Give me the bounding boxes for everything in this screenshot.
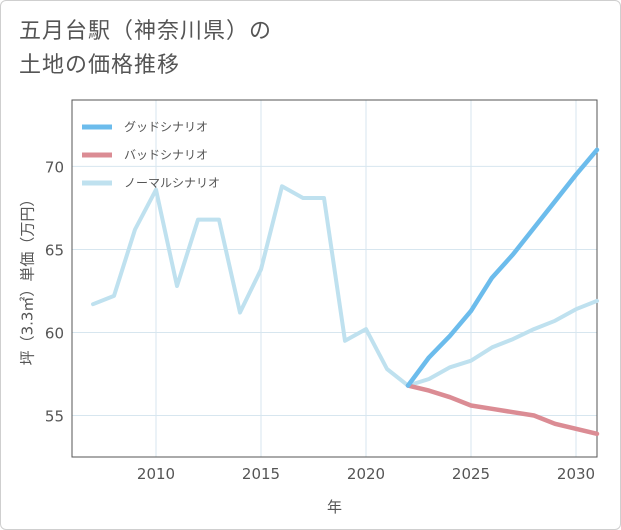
y-tick-label: 70 <box>45 158 64 176</box>
plot-border <box>71 99 598 458</box>
x-tick-label: 2015 <box>242 465 280 483</box>
title-line-2: 土地の価格推移 <box>19 53 181 78</box>
legend-label: グッドシナリオ <box>124 120 208 134</box>
title-line-1: 五月台駅（神奈川県）の <box>19 19 273 44</box>
y-tick-label: 60 <box>45 324 64 342</box>
x-axis-title: 年 <box>327 498 342 516</box>
series-line-2 <box>91 184 599 388</box>
x-tick-label: 2030 <box>557 465 595 483</box>
x-tick-label: 2010 <box>137 465 175 483</box>
grid-lines <box>72 100 597 457</box>
x-tick-label: 2020 <box>347 465 385 483</box>
y-tick-label: 65 <box>45 241 64 259</box>
legend-label: バッドシナリオ <box>124 148 208 162</box>
legend-label: ノーマルシナリオ <box>124 176 220 190</box>
y-axis-title: 坪（3.3㎡）単価（万円） <box>19 192 37 366</box>
x-tick-labels: 2010 2015 2020 2025 2030 <box>137 465 595 483</box>
y-tick-label: 55 <box>45 407 64 425</box>
series-line-1 <box>405 383 600 437</box>
series-line-0 <box>405 147 600 388</box>
y-tick-labels: 55 60 65 70 <box>45 158 64 425</box>
x-tick-label: 2025 <box>452 465 490 483</box>
chart-title: 五月台駅（神奈川県）の 土地の価格推移 <box>19 15 272 83</box>
series-lines <box>91 147 600 437</box>
